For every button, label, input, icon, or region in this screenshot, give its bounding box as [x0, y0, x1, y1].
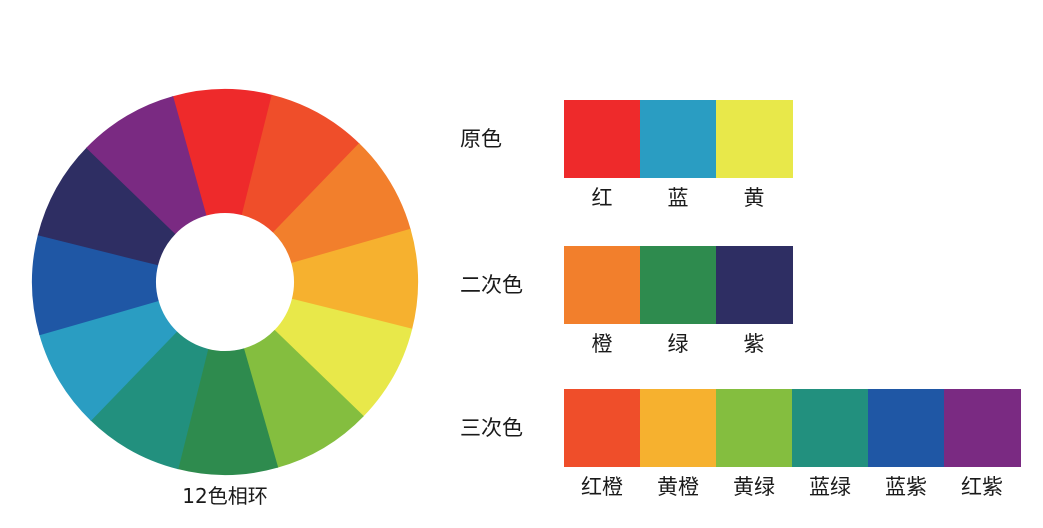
wheel-segment [243, 329, 364, 468]
color-swatch [564, 100, 641, 178]
color-swatch [640, 100, 717, 178]
color-swatch [868, 389, 945, 467]
swatch-label: 蓝 [667, 186, 689, 210]
color-swatch [640, 389, 717, 467]
color-swatch [716, 389, 793, 467]
color-swatch [564, 389, 641, 467]
wheel-segment [177, 348, 279, 475]
row-label: 二次色 [460, 273, 523, 297]
color-swatch [792, 389, 869, 467]
wheel-segment [272, 143, 411, 264]
swatch-label: 黄橙 [657, 475, 699, 499]
swatch-label: 红橙 [581, 475, 623, 499]
wheel-segment [89, 331, 209, 470]
color-swatch [944, 389, 1021, 467]
wheel-segment [291, 228, 418, 330]
color-swatch [564, 246, 641, 324]
row-label: 原色 [460, 127, 502, 151]
wheel-segment [37, 146, 176, 266]
wheel-segment [31, 234, 159, 336]
color-swatch [716, 246, 793, 324]
swatch-label: 紫 [743, 332, 765, 356]
swatch-label: 蓝紫 [885, 475, 927, 499]
wheel-segment [86, 96, 207, 235]
swatch-label: 绿 [667, 332, 689, 356]
wheel-segment [274, 298, 413, 418]
swatch-label: 蓝绿 [809, 475, 851, 499]
wheel-segment [241, 94, 361, 233]
wheel-segment [39, 300, 178, 421]
color-wheel [31, 89, 418, 475]
color-swatch [640, 246, 717, 324]
swatch-label: 黄 [743, 186, 765, 210]
swatch-label: 红 [591, 186, 613, 210]
wheel-caption: 12色相环 [182, 484, 268, 508]
swatch-label: 红紫 [961, 475, 1003, 499]
row-label: 三次色 [460, 416, 523, 440]
color-swatch [716, 100, 793, 178]
swatch-label: 橙 [591, 332, 613, 356]
swatch-label: 黄绿 [733, 475, 775, 499]
